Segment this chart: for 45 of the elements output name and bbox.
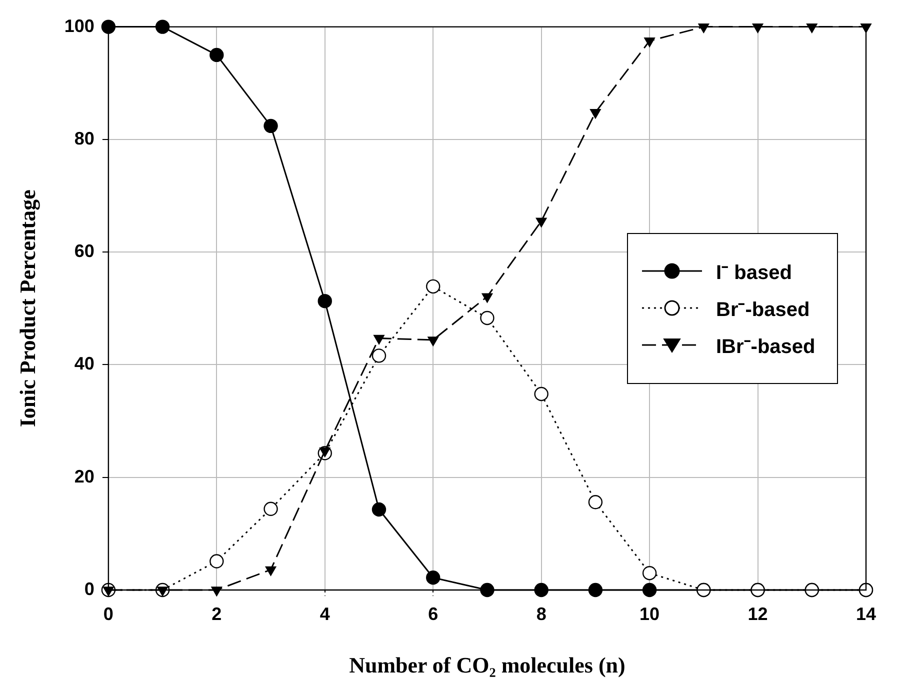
x-tick-label: 4 xyxy=(320,604,330,624)
point xyxy=(265,566,276,576)
x-tick-label: 12 xyxy=(748,604,768,624)
point xyxy=(318,294,332,308)
y-tick-label: 80 xyxy=(74,128,94,148)
x-tick-label: 10 xyxy=(640,604,660,624)
point xyxy=(534,386,548,402)
point xyxy=(101,20,116,34)
point xyxy=(210,48,224,62)
y-axis-title: Ionic Product Percentage xyxy=(14,189,40,428)
point xyxy=(426,279,440,294)
point xyxy=(480,310,494,326)
point xyxy=(372,348,386,363)
legend-label: I⁻ based xyxy=(716,260,792,285)
point xyxy=(372,502,386,517)
x-axis-title: Number of CO₂ molecules (n) xyxy=(349,652,626,678)
point xyxy=(536,218,547,228)
point xyxy=(480,582,494,598)
y-tick-label: 100 xyxy=(64,16,94,36)
point xyxy=(534,582,548,598)
y-tick-label: 20 xyxy=(74,466,94,486)
x-tick-label: 8 xyxy=(536,604,546,624)
x-tick-label: 6 xyxy=(428,604,438,624)
legend-label: IBr⁻-based xyxy=(716,334,816,359)
point xyxy=(482,293,493,303)
point xyxy=(588,582,603,598)
point xyxy=(428,336,438,346)
y-tick-label: 40 xyxy=(74,354,94,374)
y-tick-label: 60 xyxy=(74,241,94,262)
point xyxy=(211,586,222,596)
point xyxy=(210,554,224,568)
point xyxy=(642,566,657,580)
point xyxy=(426,570,440,585)
x-tick-label: 14 xyxy=(856,604,876,624)
point xyxy=(642,582,657,598)
point xyxy=(590,109,601,119)
point xyxy=(374,334,384,344)
legend-label: Br⁻-based xyxy=(716,298,810,322)
point xyxy=(644,38,655,47)
point xyxy=(588,495,603,510)
y-tick-label: 0 xyxy=(84,578,94,599)
point xyxy=(264,502,278,516)
x-tick-label: 0 xyxy=(103,604,114,624)
point xyxy=(264,118,278,134)
x-tick-label: 2 xyxy=(212,604,222,624)
